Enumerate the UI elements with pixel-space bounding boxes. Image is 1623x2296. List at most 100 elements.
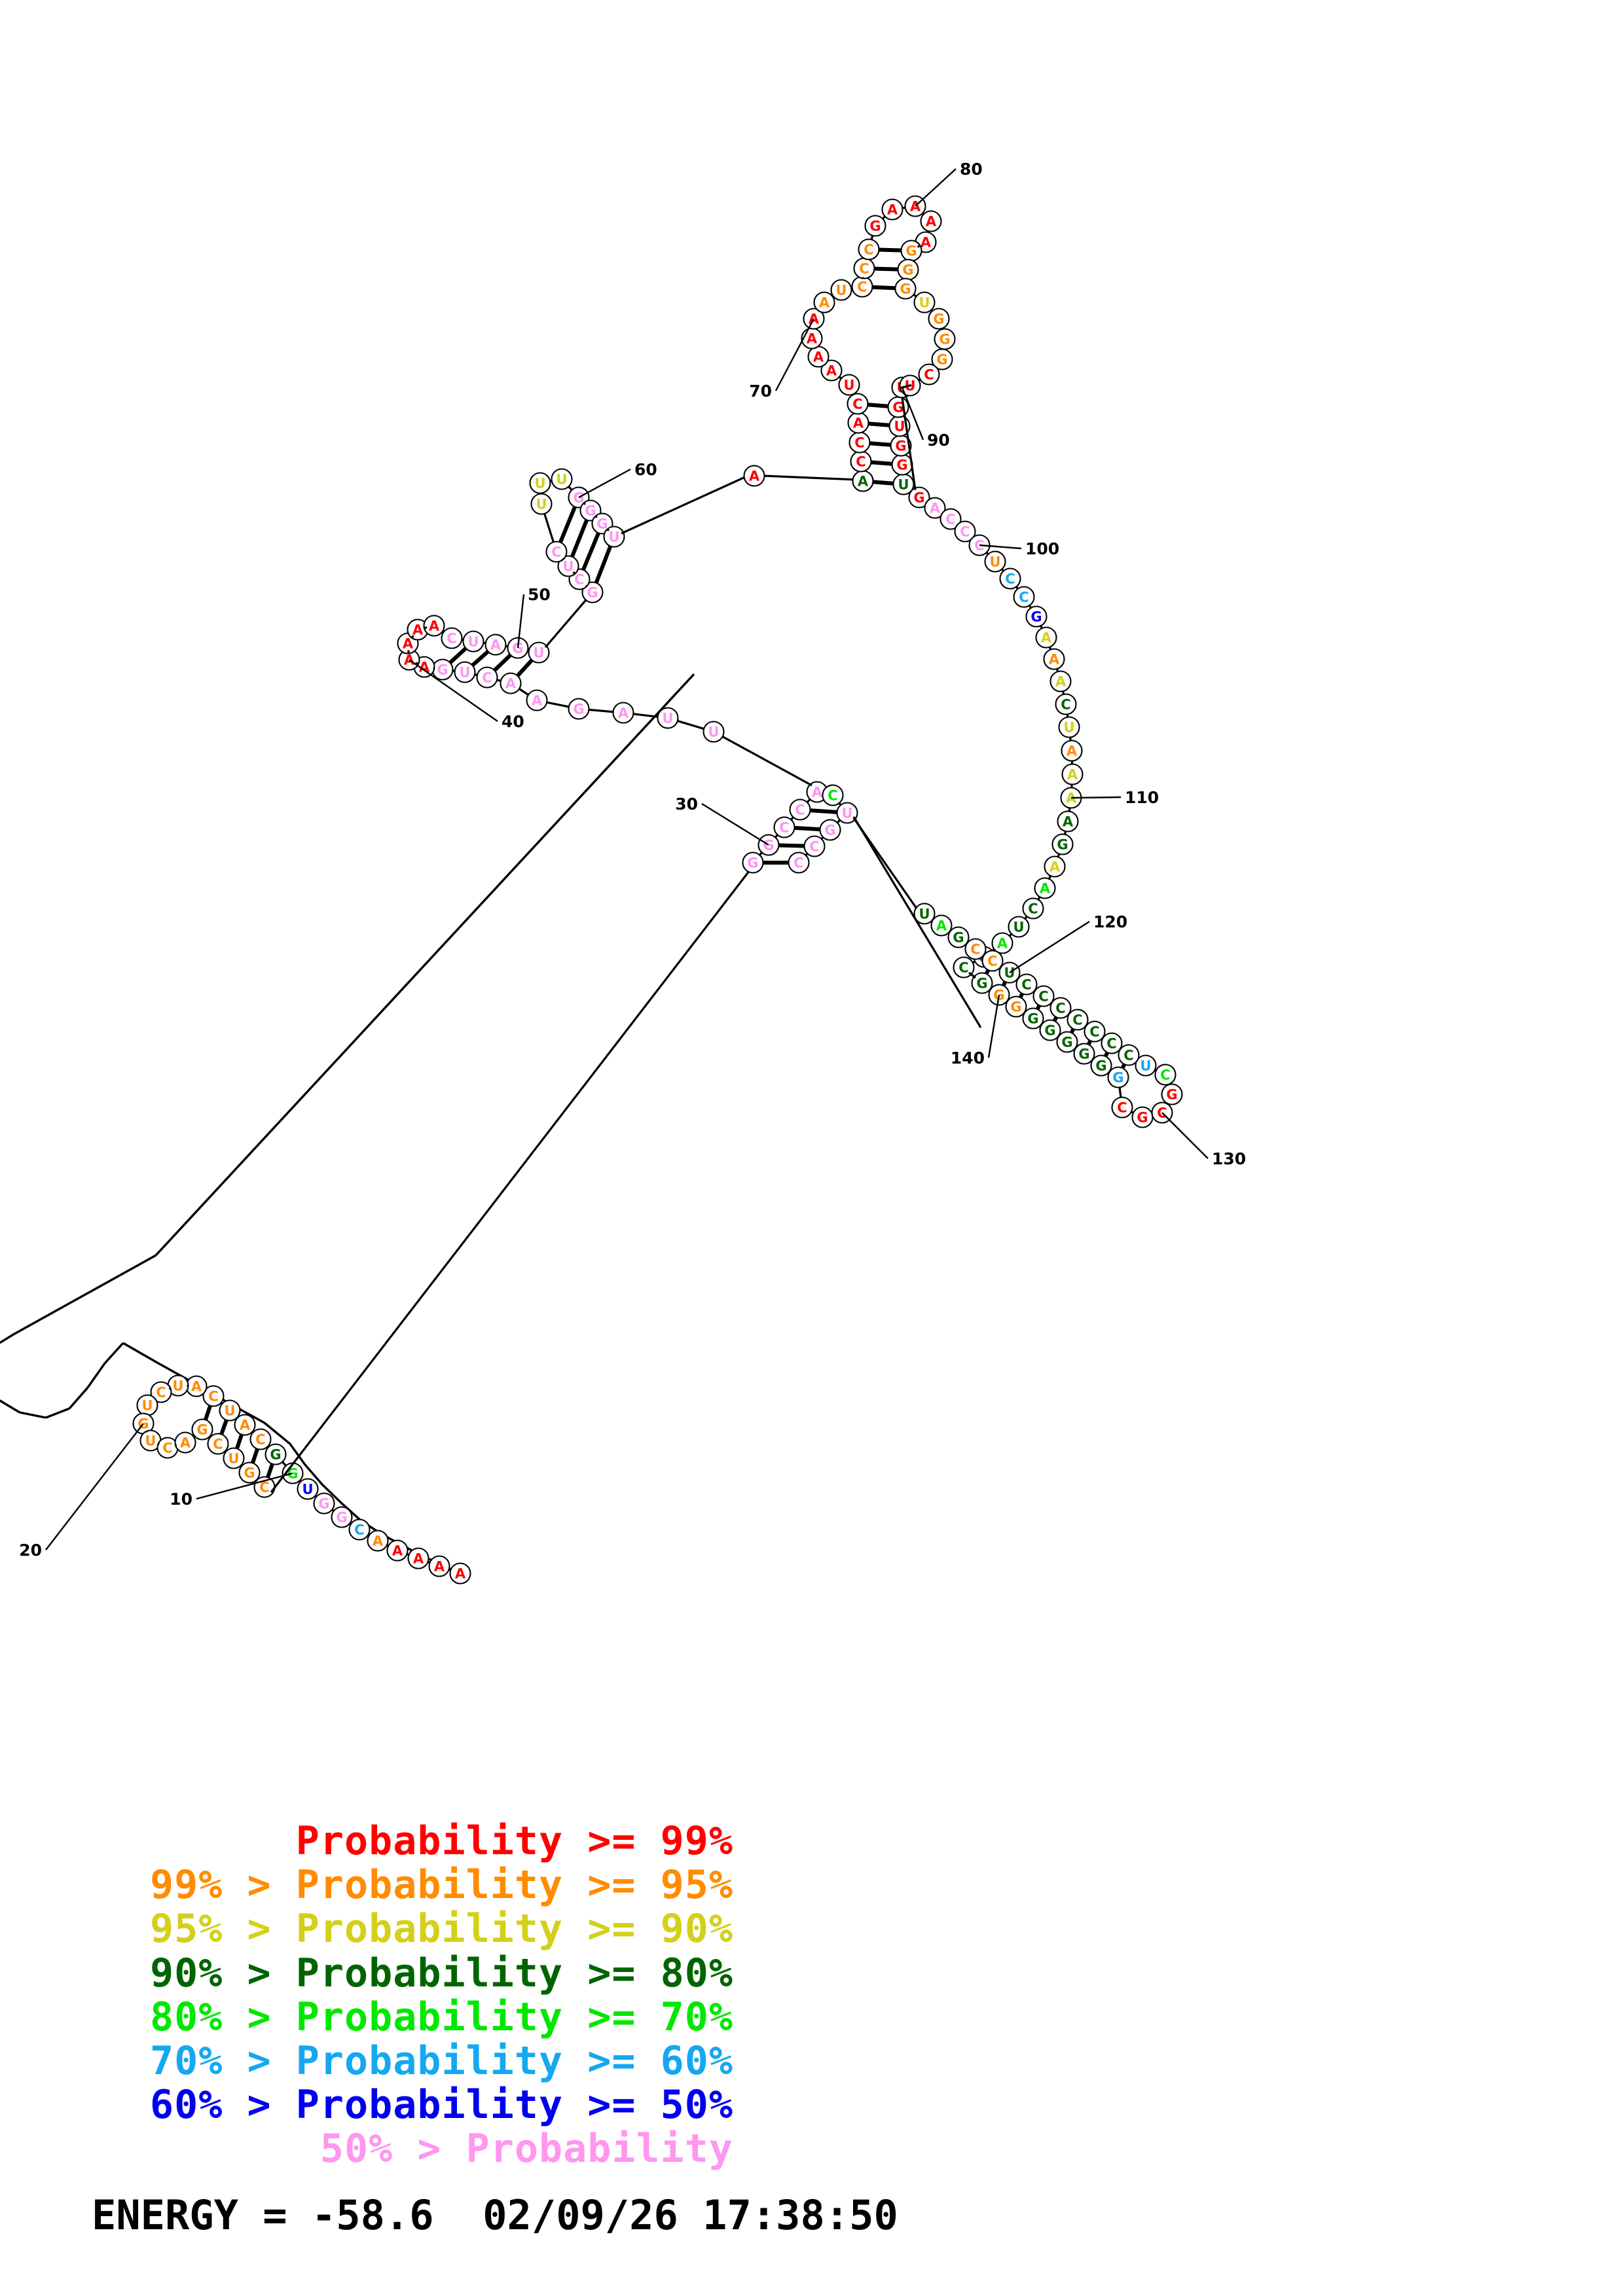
nucleotide: A	[1035, 626, 1057, 649]
position-tick-line	[987, 994, 1000, 1058]
nucleotide: U	[657, 707, 679, 729]
nucleotide-letter: U	[608, 529, 619, 545]
nucleotide: A	[423, 615, 445, 637]
nucleotide-circle	[930, 914, 953, 937]
nucleotide: C	[1022, 897, 1044, 920]
backbone-segment	[850, 287, 853, 290]
backbone-segment	[926, 230, 930, 234]
nucleotide-letter: A	[413, 1551, 424, 1567]
position-tick-line	[1070, 796, 1122, 799]
backbone-segment	[831, 295, 835, 298]
nucleotide: C	[1154, 1064, 1176, 1086]
nucleotide-letter: C	[945, 512, 955, 528]
nucleotide-letter: U	[919, 906, 930, 922]
nucleotide: C	[1101, 1032, 1123, 1054]
backbone-segment	[543, 512, 555, 543]
nucleotide: G	[1073, 1043, 1095, 1065]
nucleotide-circle	[1055, 693, 1077, 715]
backbone-segment	[932, 918, 934, 922]
backbone-segment	[1023, 915, 1029, 920]
backbone-segment	[1000, 567, 1005, 573]
backbone-segment	[764, 475, 858, 481]
nucleotide: C	[851, 276, 873, 298]
nucleotide-letter: A	[910, 199, 921, 215]
nucleotide: C	[1118, 1044, 1140, 1066]
nucleotide: U	[984, 550, 1006, 573]
nucleotide-circle	[441, 627, 463, 649]
nucleotide: A	[407, 619, 429, 641]
nucleotide-circle	[702, 721, 725, 743]
nucleotide-letter: U	[662, 711, 673, 726]
nucleotide-letter: A	[191, 1379, 202, 1395]
nucleotide-letter: U	[141, 1398, 153, 1414]
nucleotide-letter: A	[419, 660, 430, 675]
nucleotide-letter: A	[819, 295, 830, 311]
backbone-segment	[1063, 830, 1067, 836]
nucleotide: A	[1034, 877, 1056, 899]
nucleotide: G	[1107, 1066, 1129, 1088]
base-pair-bond	[1086, 1039, 1093, 1046]
nucleotide-letter: A	[403, 636, 414, 652]
backbone-segment	[386, 1544, 390, 1547]
nucleotide: A	[813, 291, 835, 314]
nucleotide-letter: G	[953, 930, 964, 946]
base-pair-bond	[867, 403, 888, 408]
nucleotide-letter: U	[459, 665, 470, 681]
backbone-segment	[912, 293, 918, 298]
backbone-segment	[1154, 1068, 1158, 1072]
backbone-segment	[1051, 1000, 1053, 1004]
nucleotide-circle	[1039, 1019, 1061, 1041]
legend-row-60: 70% > Probability >= 60%	[150, 2037, 733, 2084]
backbone-long-connector	[621, 475, 747, 535]
nucleotide: U	[838, 374, 860, 396]
backbone-segment	[255, 1478, 259, 1482]
legend-row-below-50: 50% > Probability	[319, 2126, 733, 2172]
nucleotide-letter: U	[898, 477, 909, 493]
nucleotide: G	[900, 240, 922, 262]
backbone-segment	[236, 1416, 239, 1420]
nucleotide: C	[1067, 1009, 1089, 1031]
nucleotide: A	[428, 1555, 450, 1577]
nucleotide: A	[852, 470, 874, 492]
base-pair-bond	[558, 506, 577, 543]
nucleotide-circle	[1056, 1031, 1078, 1053]
nucleotide: G	[894, 278, 917, 300]
nucleotide-circle	[297, 1478, 319, 1500]
nucleotide: U	[223, 1447, 245, 1469]
nucleotide-circle	[1025, 605, 1048, 628]
nucleotide-circle	[657, 707, 679, 729]
nucleotide: A	[991, 932, 1013, 954]
base-pair-bond	[493, 653, 512, 672]
nucleotide-letter: U	[562, 559, 574, 575]
nucleotide-circle	[908, 486, 930, 509]
nucleotide: G	[568, 698, 590, 720]
position-label: 110	[1125, 788, 1159, 807]
nucleotide-letter: U	[556, 472, 567, 488]
nucleotide-circle	[813, 291, 835, 314]
position-label: 100	[1025, 539, 1059, 558]
nucleotide-letter: G	[1166, 1087, 1177, 1103]
nucleotide-letter: A	[392, 1543, 403, 1559]
nucleotide-letter: C	[1028, 901, 1038, 917]
backbone-segment	[1068, 1012, 1070, 1016]
nucleotide-circle	[1135, 1054, 1157, 1077]
backbone-segment	[820, 836, 825, 840]
nucleotide-letter: G	[1137, 1110, 1148, 1126]
legend-row-95: 99% > Probability >= 95%	[150, 1862, 733, 1909]
legend-row-80: 90% > Probability >= 80%	[150, 1950, 733, 1996]
nucleotide-letter: A	[812, 785, 823, 800]
nucleotide-circle	[1032, 985, 1055, 1007]
base-pair-bond	[581, 532, 600, 571]
backbone-segment	[917, 378, 922, 382]
nucleotide-circle	[484, 634, 507, 656]
nucleotide-letter: G	[1030, 609, 1042, 625]
backbone-segment	[968, 971, 976, 979]
backbone-segment	[1130, 1110, 1135, 1115]
nucleotide: C	[822, 784, 844, 806]
nucleotide-circle	[913, 903, 936, 925]
nucleotide-letter: C	[1038, 989, 1048, 1005]
nucleotide: A	[449, 1562, 471, 1585]
nucleotide: C	[850, 450, 872, 473]
nucleotide: A	[1057, 810, 1079, 833]
